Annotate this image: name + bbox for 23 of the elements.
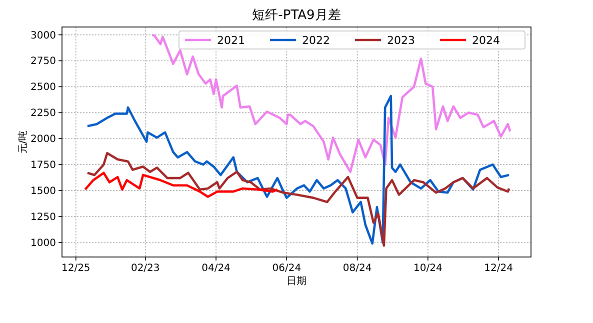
x-tick-label: 12/25 [61,263,90,274]
x-tick-label: 10/24 [414,263,442,274]
legend-label: 2024 [472,34,500,47]
y-tick-label: 1000 [30,238,56,249]
y-tick-label: 2500 [30,82,56,94]
chart-title: 短纤-PTA9月差 [252,8,341,23]
legend-label: 2021 [217,34,245,47]
y-tick-label: 3000 [30,30,56,42]
y-tick-label: 2250 [30,108,56,120]
y-axis-title: 元/吨 [17,130,29,154]
y-tick-label: 1500 [30,186,56,198]
y-tick-label: 1750 [30,160,56,172]
x-tick-label: 12/24 [484,263,513,274]
y-tick-label: 2000 [30,134,56,146]
y-tick-label: 2750 [30,56,56,68]
x-tick-label: 02/23 [130,263,160,274]
legend-label: 2022 [302,34,330,47]
legend-label: 2023 [387,34,415,47]
x-tick-label: 04/24 [202,263,230,274]
x-axis-title: 日期 [286,275,306,287]
x-tick-label: 08/24 [342,263,372,274]
x-tick-label: 06/24 [272,263,302,274]
y-tick-label: 1250 [30,212,56,224]
